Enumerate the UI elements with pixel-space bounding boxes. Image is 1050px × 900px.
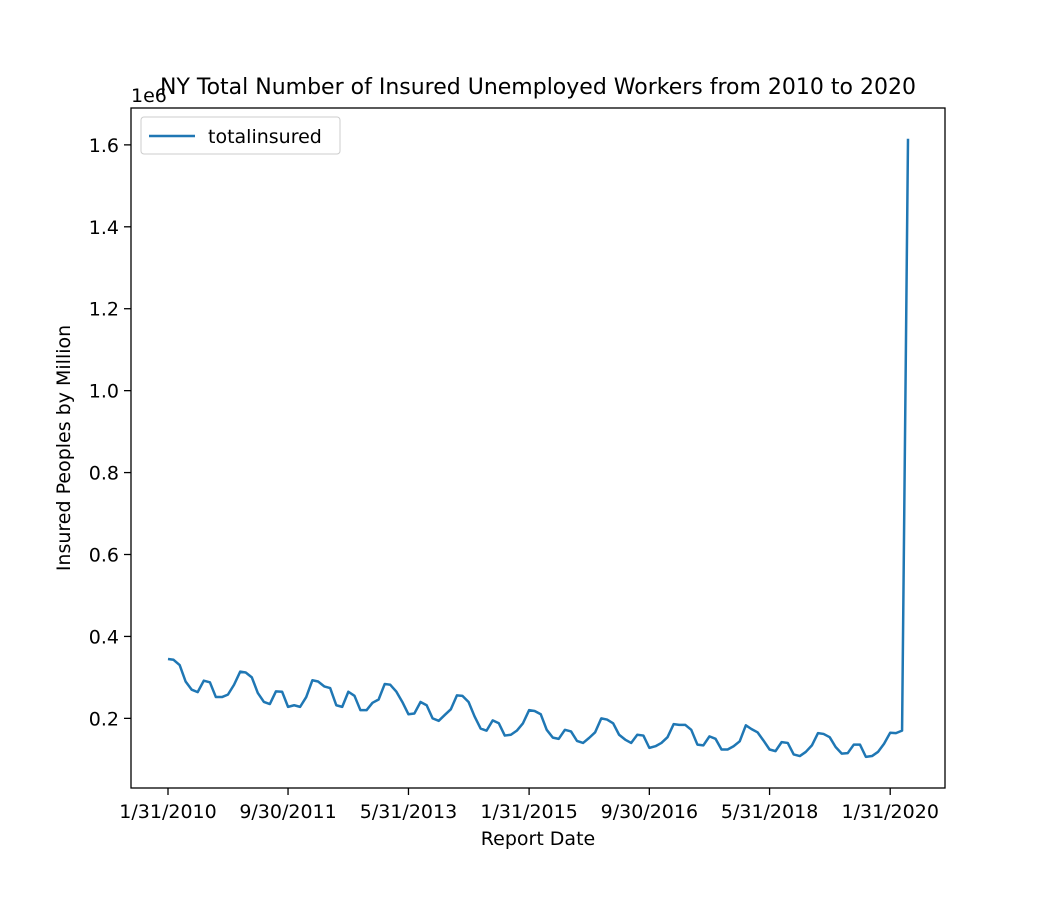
x-tick-label: 1/31/2020 bbox=[841, 801, 938, 823]
x-tick-label: 9/30/2011 bbox=[239, 801, 336, 823]
y-tick-label: 0.8 bbox=[89, 463, 119, 485]
series-line-totalinsured bbox=[167, 138, 910, 759]
legend: totalinsured bbox=[140, 116, 341, 155]
y-tick-label: 1.0 bbox=[89, 381, 119, 403]
y-axis: 0.2 0.4 0.6 0.8 1.0 1.2 1.4 1.6 bbox=[89, 135, 131, 730]
y-tick-label: 0.4 bbox=[89, 626, 119, 648]
chart-title: NY Total Number of Insured Unemployed Wo… bbox=[160, 75, 916, 100]
y-tick-label: 1.6 bbox=[89, 135, 119, 157]
y-axis-label: Insured Peoples by Million bbox=[53, 325, 75, 571]
y-tick-label: 0.6 bbox=[89, 545, 119, 567]
y-offset-label: 1e6 bbox=[131, 85, 167, 107]
x-tick-label: 1/31/2010 bbox=[119, 801, 216, 823]
x-tick-label: 1/31/2015 bbox=[480, 801, 577, 823]
plot-area bbox=[130, 107, 946, 789]
y-tick-label: 0.2 bbox=[89, 708, 119, 730]
y-tick-label: 1.2 bbox=[89, 299, 119, 321]
plot-frame bbox=[130, 107, 946, 789]
legend-label: totalinsured bbox=[208, 126, 322, 148]
x-tick-label: 5/31/2018 bbox=[721, 801, 818, 823]
x-tick-label: 5/31/2013 bbox=[360, 801, 457, 823]
legend-box bbox=[140, 116, 341, 155]
x-axis-label: Report Date bbox=[481, 828, 595, 850]
x-tick-label: 9/30/2016 bbox=[601, 801, 698, 823]
x-axis: 1/31/2010 9/30/2011 5/31/2013 1/31/2015 9/30… bbox=[119, 788, 939, 823]
y-tick-label: 1.4 bbox=[89, 217, 119, 239]
